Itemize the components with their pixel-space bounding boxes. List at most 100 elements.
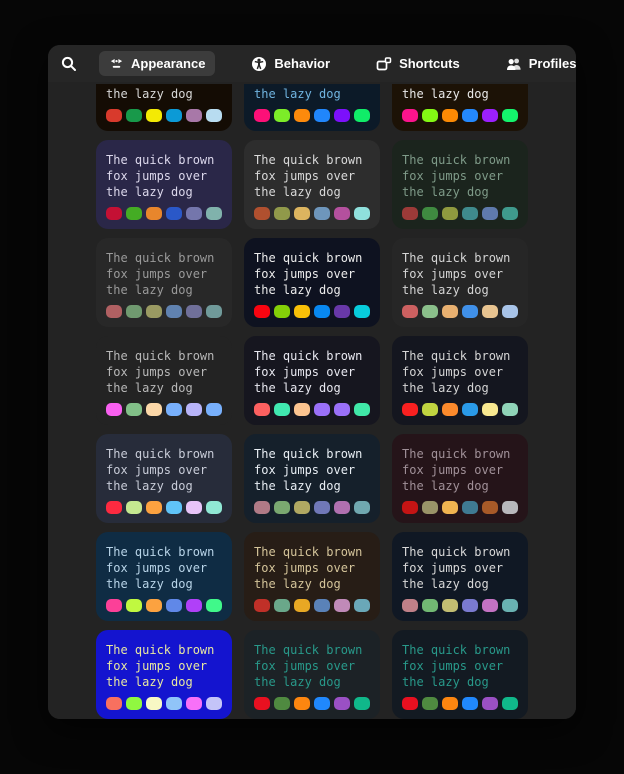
theme-scroll-area[interactable]: The quick brown fox jumps over the lazy …: [48, 82, 576, 719]
palette-row: [254, 403, 370, 416]
windows-tiles-icon: [376, 56, 392, 72]
color-swatch: [254, 697, 270, 710]
palette-row: [402, 109, 518, 122]
color-swatch: [462, 599, 478, 612]
color-swatch: [442, 403, 458, 416]
preview-text-line-3: the lazy dog: [254, 577, 341, 591]
theme-card[interactable]: The quick brown fox jumps over the lazy …: [244, 84, 380, 131]
palette-row: [402, 207, 518, 220]
color-swatch: [126, 599, 142, 612]
color-swatch: [314, 697, 330, 710]
theme-card[interactable]: The quick brown fox jumps over the lazy …: [244, 532, 380, 621]
theme-card[interactable]: The quick brown fox jumps over the lazy …: [96, 434, 232, 523]
color-swatch: [354, 599, 370, 612]
theme-card[interactable]: The quick brown fox jumps over the lazy …: [244, 140, 380, 229]
palette-row: [106, 305, 222, 318]
color-swatch: [502, 403, 518, 416]
preview-text-line-2: fox jumps over: [254, 463, 356, 477]
tab-profiles[interactable]: Profiles: [496, 51, 576, 77]
preview-text-line-1: The quick brown: [402, 643, 511, 657]
preview-text-line-1: The quick brown: [254, 251, 363, 265]
color-swatch: [462, 697, 478, 710]
preview-text-line-2: fox jumps over: [254, 267, 356, 281]
theme-card[interactable]: The quick brown fox jumps over the lazy …: [244, 434, 380, 523]
color-swatch: [186, 599, 202, 612]
color-swatch: [422, 501, 438, 514]
palette-row: [106, 207, 222, 220]
theme-card[interactable]: The quick brown fox jumps over the lazy …: [96, 532, 232, 621]
color-swatch: [314, 501, 330, 514]
color-swatch: [294, 501, 310, 514]
theme-card[interactable]: The quick brown fox jumps over the lazy …: [392, 238, 528, 327]
color-swatch: [482, 403, 498, 416]
color-swatch: [106, 403, 122, 416]
theme-card[interactable]: The quick brown fox jumps over the lazy …: [244, 336, 380, 425]
preview-text-line-2: fox jumps over: [106, 365, 208, 379]
palette-row: [106, 109, 222, 122]
theme-card[interactable]: The quick brown fox jumps over the lazy …: [244, 238, 380, 327]
color-swatch: [502, 305, 518, 318]
theme-card[interactable]: The quick brown fox jumps over the lazy …: [392, 434, 528, 523]
color-swatch: [354, 305, 370, 318]
color-swatch: [334, 305, 350, 318]
theme-card[interactable]: The quick brown fox jumps over the lazy …: [392, 532, 528, 621]
theme-card[interactable]: The quick brown fox jumps over the lazy …: [96, 238, 232, 327]
color-swatch: [254, 501, 270, 514]
color-swatch: [334, 109, 350, 122]
tab-appearance[interactable]: Appearance: [99, 51, 216, 76]
color-swatch: [186, 305, 202, 318]
search-button[interactable]: [61, 51, 77, 77]
color-swatch: [354, 501, 370, 514]
color-swatch: [206, 697, 222, 710]
theme-card[interactable]: The quick brown fox jumps over the lazy …: [392, 336, 528, 425]
color-swatch: [126, 305, 142, 318]
preview-text-line-1: The quick brown: [254, 349, 363, 363]
color-swatch: [294, 403, 310, 416]
color-swatch: [462, 403, 478, 416]
theme-card[interactable]: The quick brown fox jumps over the lazy …: [392, 630, 528, 719]
color-swatch: [254, 599, 270, 612]
color-swatch: [206, 599, 222, 612]
color-swatch: [274, 403, 290, 416]
color-swatch: [126, 501, 142, 514]
tab-label: Behavior: [274, 56, 331, 71]
theme-card[interactable]: The quick brown fox jumps over the lazy …: [96, 336, 232, 425]
preview-text-line-1: The quick brown: [106, 251, 215, 265]
palette-row: [106, 501, 222, 514]
color-swatch: [146, 109, 162, 122]
preview-text-line-3: the lazy dog: [106, 675, 193, 689]
preview-text-line-3: the lazy dog: [402, 479, 489, 493]
color-swatch: [106, 207, 122, 220]
palette-row: [106, 599, 222, 612]
palette-row: [254, 501, 370, 514]
color-swatch: [354, 697, 370, 710]
theme-card[interactable]: The quick brown fox jumps over the lazy …: [244, 630, 380, 719]
color-swatch: [274, 305, 290, 318]
tab-shortcuts[interactable]: Shortcuts: [366, 51, 470, 77]
color-swatch: [442, 305, 458, 318]
theme-card[interactable]: The quick brown fox jumps over the lazy …: [96, 630, 232, 719]
preview-text-line-2: fox jumps over: [106, 561, 208, 575]
color-swatch: [422, 697, 438, 710]
palette-row: [402, 403, 518, 416]
preview-text-line-1: The quick brown: [402, 447, 511, 461]
color-swatch: [146, 599, 162, 612]
theme-card[interactable]: The quick brown fox jumps over the lazy …: [96, 140, 232, 229]
color-swatch: [442, 501, 458, 514]
color-swatch: [482, 207, 498, 220]
accessibility-icon: [251, 56, 267, 72]
preview-text-line-3: the lazy dog: [402, 185, 489, 199]
color-swatch: [334, 403, 350, 416]
theme-card[interactable]: The quick brown fox jumps over the lazy …: [392, 84, 528, 131]
theme-card[interactable]: The quick brown fox jumps over the lazy …: [96, 84, 232, 131]
theme-card[interactable]: The quick brown fox jumps over the lazy …: [392, 140, 528, 229]
color-swatch: [126, 403, 142, 416]
preview-text-line-3: the lazy dog: [106, 479, 193, 493]
preview-text-line-3: the lazy dog: [106, 381, 193, 395]
tab-behavior[interactable]: Behavior: [241, 51, 340, 77]
header-bar: Appearance Behavior: [48, 45, 576, 82]
palette-row: [106, 403, 222, 416]
preview-text-line-2: fox jumps over: [106, 267, 208, 281]
color-swatch: [314, 403, 330, 416]
color-swatch: [462, 501, 478, 514]
